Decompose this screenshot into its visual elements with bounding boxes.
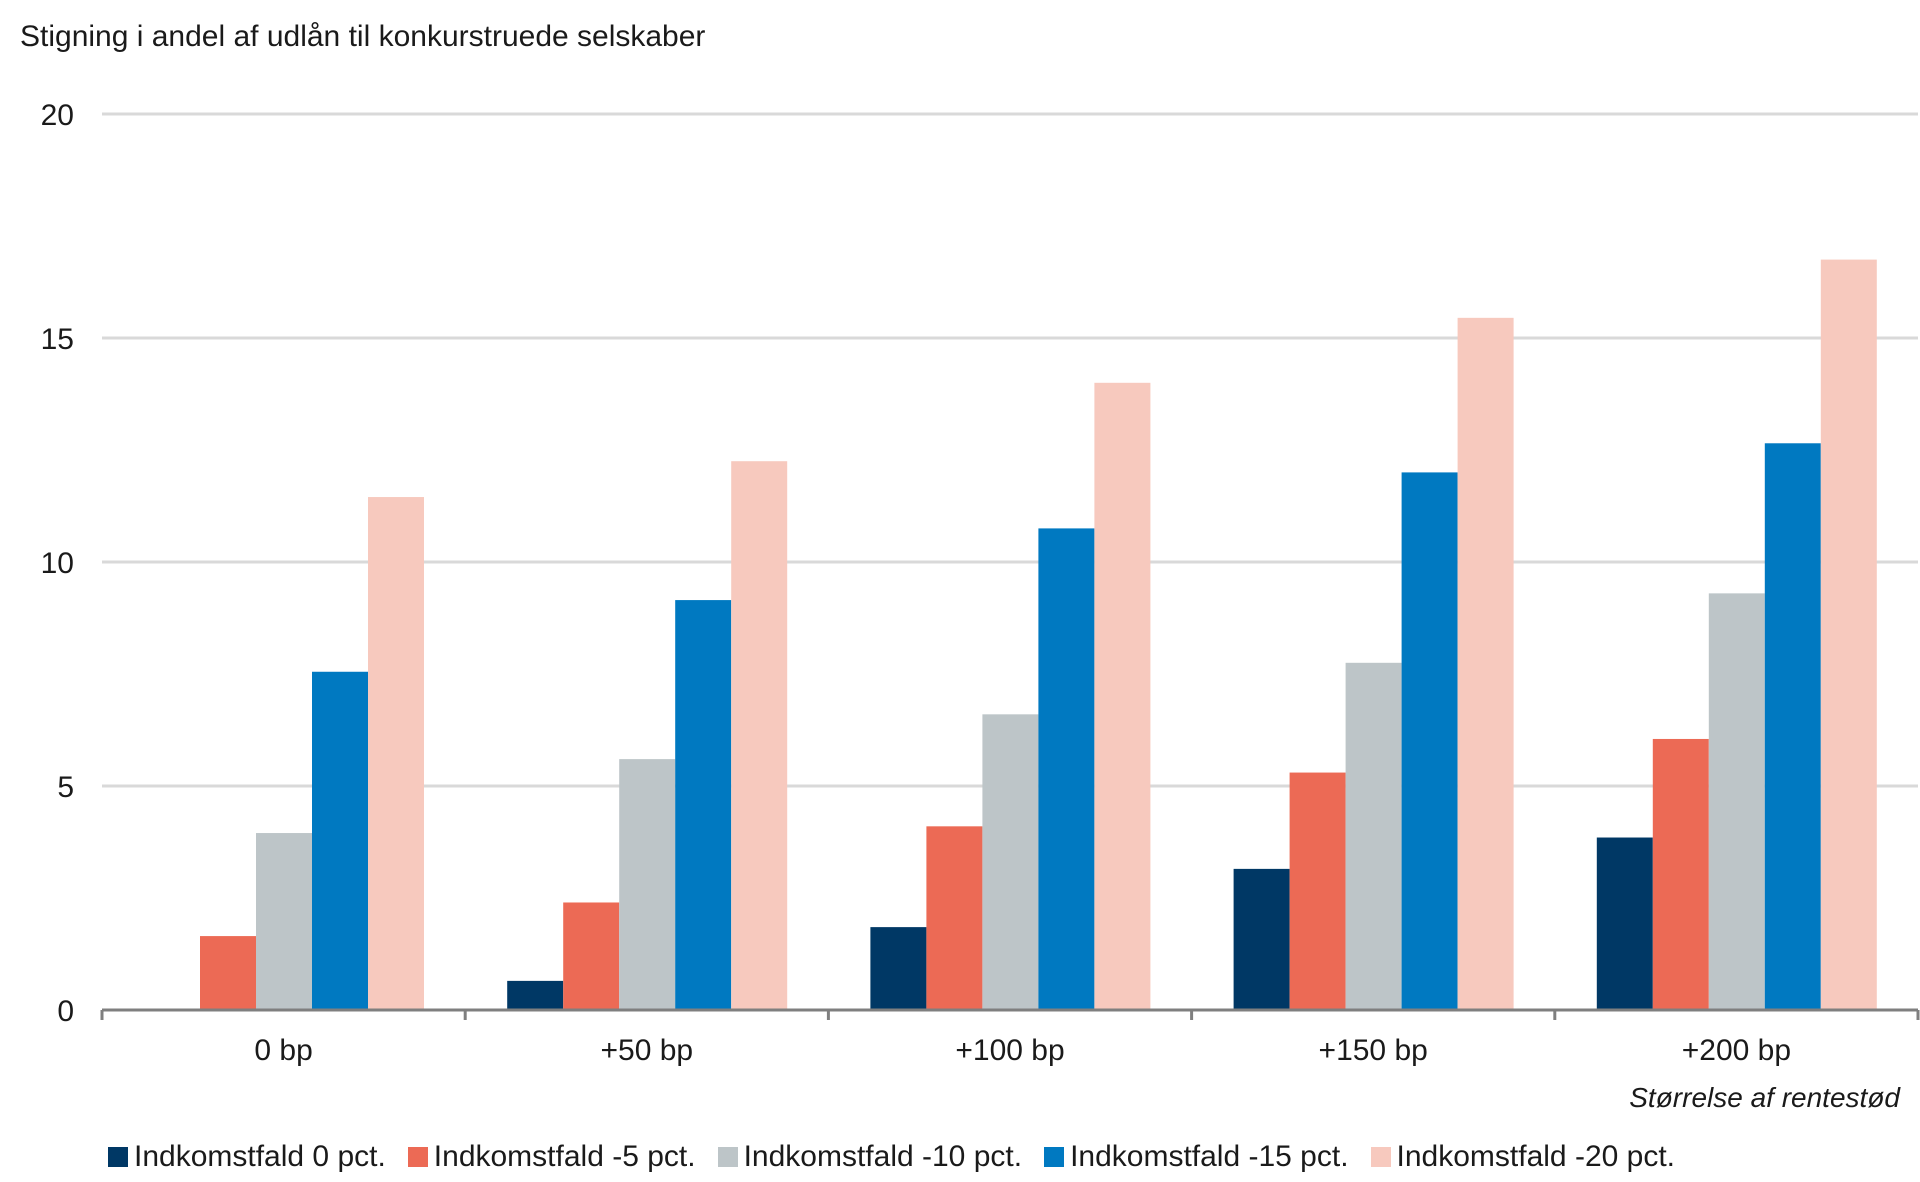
- legend-label: Indkomstfald -15 pct.: [1070, 1140, 1349, 1173]
- bar: [312, 671, 368, 1010]
- bar: [982, 714, 1039, 1010]
- y-axis-title: Stigning i andel af udlån til konkurstru…: [20, 20, 706, 53]
- x-tick-labels: 0 bp +50 bp +100 bp +150 bp +200 bp: [254, 1034, 1791, 1067]
- bar: [619, 759, 676, 1010]
- bar: [1596, 837, 1653, 1010]
- x-tick-label: +50 bp: [601, 1034, 694, 1067]
- legend-item: Indkomstfald -10 pct.: [717, 1140, 1023, 1174]
- bar: [1345, 662, 1402, 1010]
- legend-item: Indkomstfald -5 pct.: [407, 1140, 696, 1174]
- bar: [870, 927, 927, 1010]
- legend-item: Indkomstfald -15 pct.: [1044, 1140, 1349, 1174]
- legend-swatch: [717, 1147, 738, 1167]
- bar: [256, 833, 312, 1010]
- bar: [200, 936, 256, 1010]
- bar: [1652, 738, 1709, 1010]
- legend-label: Indkomstfald -5 pct.: [433, 1140, 696, 1173]
- bar: [1764, 443, 1821, 1010]
- x-tick-label: +150 bp: [1319, 1034, 1428, 1067]
- bar: [1094, 382, 1151, 1010]
- bar: [675, 600, 732, 1010]
- legend-swatch: [108, 1147, 128, 1167]
- legend-item: Indkomstfald -20 pct.: [1370, 1140, 1675, 1174]
- x-tick-label: +100 bp: [955, 1034, 1064, 1067]
- legend-label: Indkomstfald -10 pct.: [743, 1140, 1023, 1173]
- legend-swatch: [1044, 1147, 1065, 1167]
- axes: [100, 1008, 1920, 1020]
- y-tick-label: 0: [57, 995, 74, 1028]
- bars: [200, 259, 1877, 1011]
- bar: [1820, 259, 1877, 1011]
- y-tick-label: 10: [41, 547, 74, 580]
- y-tick-label: 5: [57, 771, 74, 804]
- bar: [563, 902, 620, 1010]
- bar: [731, 461, 788, 1010]
- bar: [368, 497, 424, 1010]
- bar: [926, 826, 983, 1010]
- legend-swatch: [1370, 1147, 1391, 1167]
- bar: [1708, 593, 1765, 1010]
- legend-label: Indkomstfald 0 pct.: [134, 1140, 386, 1173]
- bar: [1457, 317, 1514, 1011]
- y-tick-label: 20: [41, 99, 74, 132]
- x-tick-label: 0 bp: [254, 1034, 312, 1067]
- x-tick-label: +200 bp: [1682, 1034, 1791, 1067]
- bar: [1233, 868, 1290, 1010]
- x-axis-title: Størrelse af rentestød: [1629, 1082, 1900, 1113]
- legend: Indkomstfald 0 pct. Indkomstfald -5 pct. I…: [108, 1140, 1697, 1174]
- legend-swatch: [407, 1147, 428, 1167]
- y-tick-label: 15: [41, 323, 74, 356]
- legend-item: Indkomstfald 0 pct.: [108, 1140, 386, 1174]
- legend-label: Indkomstfald -20 pct.: [1396, 1140, 1675, 1173]
- bar: [1289, 772, 1346, 1010]
- bar: [507, 980, 564, 1010]
- bar: [1401, 472, 1458, 1010]
- bar: [1038, 528, 1095, 1010]
- y-tick-labels: 0 5 10 15 20: [41, 99, 74, 1028]
